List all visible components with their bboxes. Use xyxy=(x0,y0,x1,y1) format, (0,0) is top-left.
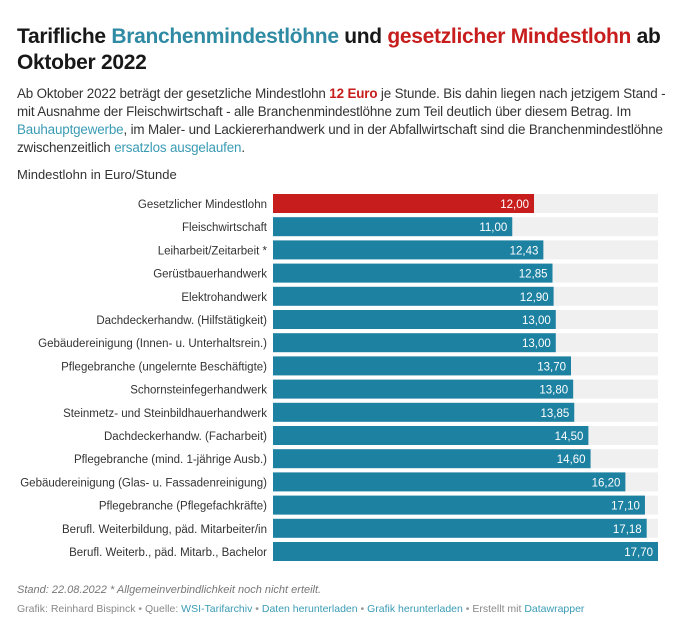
bar xyxy=(273,217,513,237)
value-label: 12,90 xyxy=(520,292,549,304)
category-label: Dachdeckerhandw. (Facharbeit) xyxy=(104,431,267,443)
value-label: 13,80 xyxy=(539,385,568,397)
bar xyxy=(273,286,554,306)
source-link[interactable]: WSI-Tarifarchiv xyxy=(181,603,253,615)
value-label: 12,43 xyxy=(510,245,539,257)
bar-row: Dachdeckerhandw. (Hilfstätigkeit) 13,00 xyxy=(96,310,658,329)
value-label: 17,18 xyxy=(613,524,642,536)
link-bauhauptgewerbe[interactable]: Bauhauptgewerbe xyxy=(17,122,124,137)
bar xyxy=(273,194,535,213)
bar-row: Gebäudereinigung (Innen- u. Unterhaltsre… xyxy=(38,333,658,353)
description-text: , im Maler- und Lackiererhandwerk und in… xyxy=(17,122,663,155)
separator: • xyxy=(357,603,368,615)
value-label: 16,20 xyxy=(592,477,621,489)
separator: • xyxy=(135,603,145,615)
bar xyxy=(273,402,575,422)
value-label: 12,00 xyxy=(500,199,529,211)
bar-row: Schornsteinfegerhandwerk 13,80 xyxy=(130,379,658,399)
category-label: Dachdeckerhandw. (Hilfstätigkeit) xyxy=(96,315,267,327)
bar-row: Pflegebranche (ungelernte Beschäftigte) 1… xyxy=(61,356,658,376)
bar-chart: Gesetzlicher Mindestlohn 12,00 Fleischwirt… xyxy=(20,194,658,561)
title-text: Tarifliche xyxy=(17,25,112,48)
category-label: Leiharbeit/Zeitarbeit * xyxy=(158,245,268,257)
bar xyxy=(273,263,553,283)
bar-row: Dachdeckerhandw. (Facharbeit) 14,50 xyxy=(104,426,658,445)
bar-row: Gesetzlicher Mindestlohn 12,00 xyxy=(138,194,658,213)
datawrapper-link[interactable]: Datawrapper xyxy=(524,603,585,615)
bar-row: Berufl. Weiterbildung, päd. Mitarbeiter/… xyxy=(62,518,658,538)
download-graphic-link[interactable]: Grafik herunterladen xyxy=(367,603,463,615)
bar xyxy=(273,426,589,445)
download-data-link[interactable]: Daten herunterladen xyxy=(261,603,358,615)
value-label: 13,70 xyxy=(537,361,566,373)
category-label: Gerüstbauerhandwerk xyxy=(153,269,267,281)
source-label: Quelle: xyxy=(144,603,182,615)
created-with-label: Erstellt mit xyxy=(472,603,525,615)
bar xyxy=(273,333,556,353)
chart-subtitle: Mindestlohn in Euro/Stunde xyxy=(17,167,177,182)
bar xyxy=(273,518,647,538)
chart-description: Ab Oktober 2022 beträgt der gesetzliche … xyxy=(17,85,667,157)
description-highlight: 12 Euro xyxy=(329,86,378,101)
description-text: Ab Oktober 2022 beträgt der gesetzliche … xyxy=(17,86,330,101)
category-label: Gesetzlicher Mindestlohn xyxy=(138,199,267,211)
value-label: 11,00 xyxy=(479,222,507,234)
bar xyxy=(273,310,556,329)
separator: • xyxy=(462,603,473,615)
bar xyxy=(273,495,645,515)
bar-row: Elektrohandwerk 12,90 xyxy=(181,286,658,306)
bar-row: Leiharbeit/Zeitarbeit * 12,43 xyxy=(158,240,658,260)
chart-notes: Stand: 22.08.2022 * Allgemeinverbindlich… xyxy=(17,584,322,596)
bar xyxy=(273,356,571,376)
bar-row: Pflegebranche (Pflegefachkräfte) 17,10 xyxy=(99,495,658,515)
value-label: 13,00 xyxy=(522,315,551,327)
bar xyxy=(273,542,658,561)
category-label: Steinmetz- und Steinbildhauerhandwerk xyxy=(63,408,267,420)
description-text: . xyxy=(241,140,245,155)
value-label: 17,70 xyxy=(624,547,653,559)
link-ersatzlos-ausgelaufen[interactable]: ersatzlos ausgelaufen xyxy=(114,140,242,155)
category-label: Gebäudereinigung (Innen- u. Unterhaltsre… xyxy=(38,338,267,350)
category-label: Pflegebranche (ungelernte Beschäftigte) xyxy=(61,361,267,373)
bar xyxy=(273,379,574,399)
bar xyxy=(273,240,544,260)
category-label: Schornsteinfegerhandwerk xyxy=(130,385,267,397)
category-label: Berufl. Weiterbildung, päd. Mitarbeiter/… xyxy=(62,524,267,536)
bar-row: Berufl. Weiterb., päd. Mitarb., Bachelor… xyxy=(69,542,658,561)
value-label: 13,85 xyxy=(540,408,569,420)
category-label: Pflegebranche (mind. 1-jährige Ausb.) xyxy=(74,454,267,466)
value-label: 13,00 xyxy=(522,338,551,350)
value-label: 17,10 xyxy=(611,501,640,513)
bar-row: Gebäudereinigung (Glas- u. Fassadenreini… xyxy=(20,472,658,492)
title-text: und xyxy=(338,25,388,48)
bar-row: Steinmetz- und Steinbildhauerhandwerk 13,… xyxy=(63,402,658,422)
value-label: 12,85 xyxy=(519,269,548,281)
value-label: 14,50 xyxy=(555,431,584,443)
bar-row: Fleischwirtschaft 11,00 xyxy=(182,217,658,237)
title-text: ab Oktober 2022 xyxy=(17,25,661,74)
description-text: je Stunde. Bis dahin liegen nach jetzige… xyxy=(17,86,666,119)
bar-row: Gerüstbauerhandwerk 12,85 xyxy=(153,263,658,283)
bar-row: Pflegebranche (mind. 1-jährige Ausb.) 14,… xyxy=(74,449,658,469)
value-label: 14,60 xyxy=(557,454,586,466)
title-highlight-red: gesetzlicher Mindestlohn xyxy=(387,25,632,48)
chart-title: Tarifliche Branchenmindestlöhne und gese… xyxy=(17,24,667,76)
bar xyxy=(273,472,626,492)
title-highlight-blue: Branchenmindestlöhne xyxy=(111,25,339,48)
category-label: Elektrohandwerk xyxy=(181,292,267,304)
category-label: Pflegebranche (Pflegefachkräfte) xyxy=(99,501,267,513)
author-credit: Grafik: Reinhard Bispinck xyxy=(17,603,136,615)
category-label: Berufl. Weiterb., päd. Mitarb., Bachelor xyxy=(69,547,267,559)
bar xyxy=(273,449,591,469)
category-label: Gebäudereinigung (Glas- u. Fassadenreini… xyxy=(20,477,267,489)
chart-footer: Grafik: Reinhard Bispinck • Quelle: WSI-… xyxy=(17,603,584,615)
separator: • xyxy=(252,603,262,615)
category-label: Fleischwirtschaft xyxy=(182,222,268,234)
